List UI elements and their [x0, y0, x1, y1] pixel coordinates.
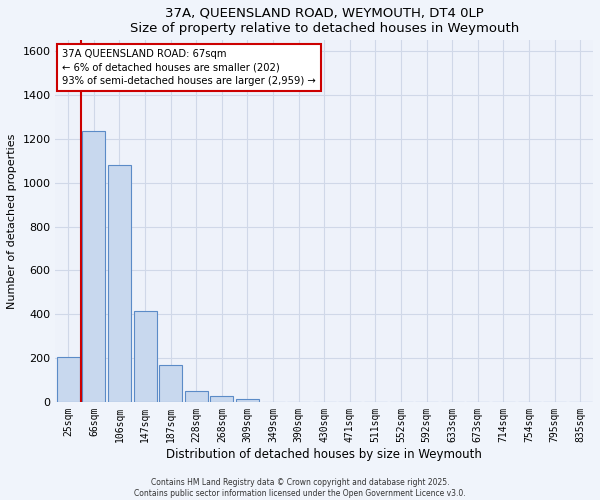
Bar: [108, 165, 131, 402]
Text: 37A QUEENSLAND ROAD: 67sqm
← 6% of detached houses are smaller (202)
93% of semi: 37A QUEENSLAND ROAD: 67sqm ← 6% of detac…: [62, 50, 316, 86]
Title: 37A, QUEENSLAND ROAD, WEYMOUTH, DT4 0LP
Size of property relative to detached ho: 37A, QUEENSLAND ROAD, WEYMOUTH, DT4 0LP …: [130, 7, 519, 35]
X-axis label: Distribution of detached houses by size in Weymouth: Distribution of detached houses by size …: [166, 448, 482, 460]
Bar: [57, 357, 80, 402]
Text: Contains HM Land Registry data © Crown copyright and database right 2025.
Contai: Contains HM Land Registry data © Crown c…: [134, 478, 466, 498]
Bar: [236, 398, 259, 402]
Bar: [211, 396, 233, 402]
Y-axis label: Number of detached properties: Number of detached properties: [7, 134, 17, 309]
Bar: [185, 391, 208, 402]
Bar: [159, 364, 182, 402]
Bar: [82, 131, 106, 402]
Bar: [134, 311, 157, 402]
